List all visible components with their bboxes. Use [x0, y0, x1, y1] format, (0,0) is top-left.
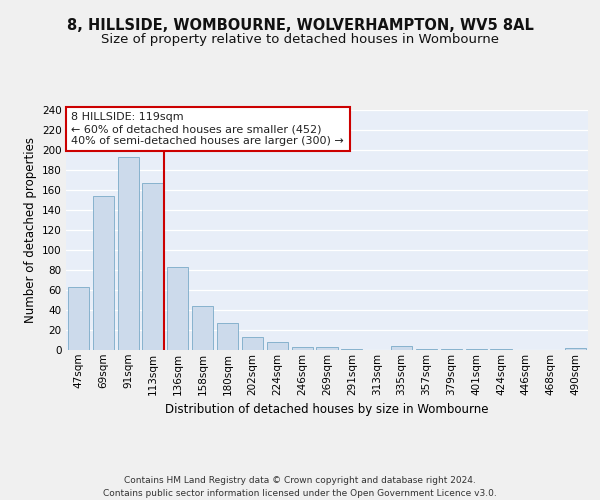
Bar	[391, 346, 412, 350]
Bar	[341, 349, 362, 350]
Y-axis label: Number of detached properties: Number of detached properties	[23, 137, 37, 323]
Bar	[192, 306, 213, 350]
Bar	[118, 157, 139, 350]
Bar	[292, 347, 313, 350]
Bar	[68, 287, 89, 350]
Bar	[565, 348, 586, 350]
Text: Size of property relative to detached houses in Wombourne: Size of property relative to detached ho…	[101, 32, 499, 46]
X-axis label: Distribution of detached houses by size in Wombourne: Distribution of detached houses by size …	[165, 403, 489, 416]
Bar	[93, 196, 114, 350]
Bar	[466, 349, 487, 350]
Bar	[267, 342, 288, 350]
Bar	[490, 349, 512, 350]
Text: 8 HILLSIDE: 119sqm
← 60% of detached houses are smaller (452)
40% of semi-detach: 8 HILLSIDE: 119sqm ← 60% of detached hou…	[71, 112, 344, 146]
Text: 8, HILLSIDE, WOMBOURNE, WOLVERHAMPTON, WV5 8AL: 8, HILLSIDE, WOMBOURNE, WOLVERHAMPTON, W…	[67, 18, 533, 32]
Text: Contains HM Land Registry data © Crown copyright and database right 2024.
Contai: Contains HM Land Registry data © Crown c…	[103, 476, 497, 498]
Bar	[142, 183, 164, 350]
Bar	[242, 337, 263, 350]
Bar	[416, 349, 437, 350]
Bar	[217, 323, 238, 350]
Bar	[167, 267, 188, 350]
Bar	[316, 347, 338, 350]
Bar	[441, 349, 462, 350]
